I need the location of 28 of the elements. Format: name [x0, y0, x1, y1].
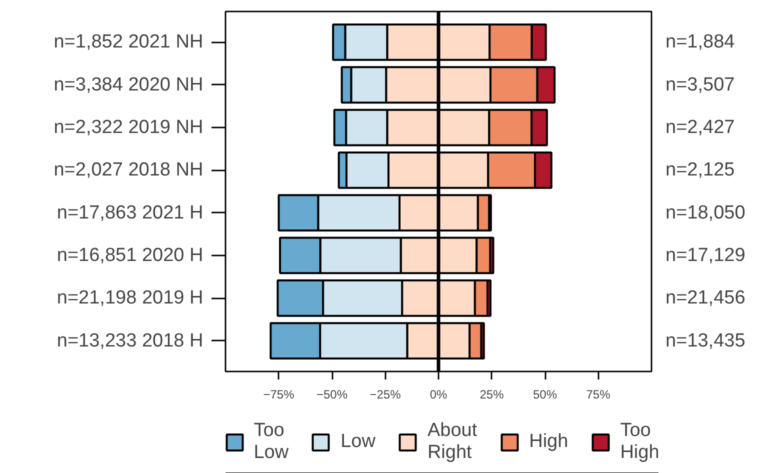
y-tick-label: n=17,863 2021 H: [56, 202, 204, 224]
legend-label: About Right: [427, 420, 478, 464]
x-tick-label: 0%: [430, 388, 448, 402]
y-tick-label: n=13,233 2018 H: [56, 330, 204, 352]
legend-label: High: [529, 431, 568, 453]
text: n=1,884: [666, 32, 736, 53]
x-tick-label: −75%: [263, 388, 295, 402]
legend-label: Low: [340, 431, 376, 453]
legend-label: Too Low: [254, 420, 289, 464]
x-tick-label: 75%: [586, 388, 611, 402]
text: n=21,456: [666, 288, 746, 309]
x-tick-label: 25%: [480, 388, 504, 402]
y-tick-label: n=2,027 2018 NH: [54, 160, 204, 181]
y-tick-label: n=2,322 2019 NH: [54, 117, 204, 138]
y-tick-label: n=3,384 2020 NH: [54, 74, 204, 96]
text: n=2,427: [666, 117, 735, 138]
x-tick-label: −50%: [316, 388, 348, 402]
text: n=13,435: [666, 330, 746, 352]
y-tick-label: n=1,852 2021 NH: [54, 32, 204, 53]
x-tick-label: 50%: [532, 388, 558, 402]
y-tick-label: n=16,851 2020 H: [56, 244, 204, 266]
text: n=3,507: [666, 74, 735, 96]
text: n=17,129: [666, 244, 746, 266]
y-tick-label: n=21,198 2019 H: [56, 288, 204, 309]
legend-label: Too High: [620, 420, 659, 464]
text: n=2,125: [666, 160, 735, 181]
x-tick-label: −25%: [370, 388, 402, 402]
text: n=18,050: [666, 202, 746, 224]
